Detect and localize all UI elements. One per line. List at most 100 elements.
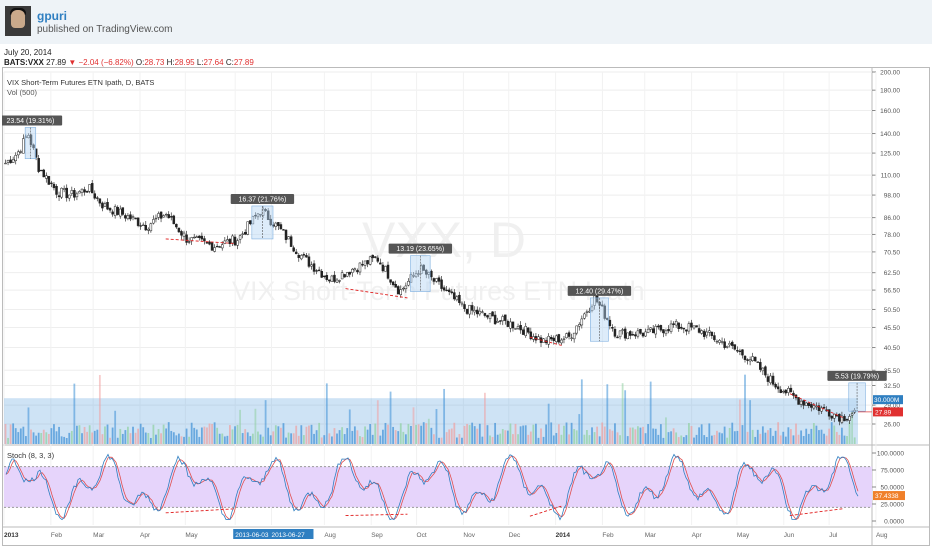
candle-body (391, 281, 395, 286)
volume-bar (157, 429, 160, 444)
candle-body (835, 415, 839, 417)
candle-body (430, 270, 433, 278)
candle-body (172, 215, 176, 225)
candle-body (850, 413, 854, 416)
candle-body (560, 339, 563, 344)
candle-body (187, 241, 191, 243)
candle-body (113, 206, 117, 216)
candle-body (93, 193, 97, 199)
volume-bar (466, 423, 468, 444)
candle-body (121, 207, 125, 215)
candle-body (759, 362, 762, 370)
candle-body (131, 216, 135, 218)
volume-bar (308, 425, 310, 444)
candle-body (154, 217, 158, 220)
volume-bar (346, 428, 349, 444)
candle-body (549, 336, 553, 340)
candle-body (269, 218, 272, 226)
candle-body (710, 331, 714, 336)
volume-bar (142, 427, 145, 444)
volume-bar (578, 414, 581, 444)
measure-label-bg (388, 243, 453, 254)
price-axis-label: 56.50 (884, 288, 901, 295)
volume-bar (484, 392, 486, 444)
candle-body (697, 328, 701, 333)
candle-body (141, 224, 145, 226)
volume-bar (478, 423, 481, 444)
measure-label-bg (827, 370, 887, 381)
volume-bar (272, 431, 275, 444)
avatar[interactable] (5, 6, 31, 36)
volume-bar (9, 424, 12, 444)
volume-bar (764, 432, 767, 444)
username-link[interactable]: gpuri (37, 9, 67, 23)
candle-body (254, 215, 257, 217)
candle-body (506, 320, 510, 327)
stoch-value-tag-text: 37.4338 (875, 493, 899, 500)
candle-body (440, 279, 443, 289)
volume-bar (203, 426, 206, 444)
volume-bar (476, 428, 479, 444)
volume-bar (277, 426, 280, 444)
candle-body (75, 193, 79, 198)
volume-bar (63, 436, 66, 444)
volume-bar (654, 428, 657, 444)
volume-bar (384, 422, 387, 444)
volume-bar (496, 434, 499, 444)
volume-bar (262, 436, 264, 444)
candle-body (60, 187, 63, 198)
volume-bar (818, 430, 820, 444)
volume-bar (851, 412, 854, 444)
candle-body (384, 266, 387, 272)
candle-body (567, 332, 571, 337)
candle-body (483, 313, 487, 316)
candle-body (175, 223, 178, 228)
candle-body (585, 311, 589, 313)
candle-body (782, 391, 785, 393)
volume-bar (17, 432, 20, 444)
candle-body (218, 246, 221, 248)
volume-bar (672, 428, 675, 444)
candle-body (287, 236, 290, 240)
candle-body (55, 185, 58, 195)
stoch-k-line (5, 453, 859, 521)
volume-bar (433, 434, 435, 444)
volume-bar (450, 428, 453, 444)
candle-body (848, 416, 851, 421)
volume-bar (127, 426, 129, 444)
volume-bar (68, 432, 71, 444)
candle-body (419, 265, 423, 274)
volume-bar (616, 432, 619, 444)
candle-body (797, 397, 800, 405)
volume-bar (593, 432, 596, 444)
candle-body (498, 320, 502, 322)
volume-bar (297, 435, 300, 444)
volume-bar (218, 433, 221, 444)
volume-bar (761, 426, 764, 444)
volume-bar (807, 433, 810, 444)
time-axis-label: Nov (463, 532, 475, 539)
volume-bar (565, 422, 568, 444)
volume-bar (455, 437, 458, 444)
candle-body (634, 334, 637, 337)
candle-body (629, 331, 632, 336)
candle-body (226, 239, 229, 242)
candle-body (583, 313, 586, 319)
volume-bar (608, 429, 611, 444)
candle-body (215, 245, 219, 248)
candle-body (45, 175, 48, 179)
candle-body (136, 217, 140, 226)
measure-label: 12.40 (29.47%) (575, 288, 623, 295)
volume-bar (848, 422, 851, 444)
candle-body (766, 376, 770, 382)
last-price-tag (873, 407, 903, 417)
volume-bar (639, 427, 642, 444)
volume-bar (634, 429, 637, 444)
candle-body (381, 264, 385, 272)
price-axis-label: 140.00 (880, 131, 900, 138)
volume-bar (216, 427, 219, 444)
volume-bar (662, 437, 665, 444)
volume-bar (504, 430, 507, 444)
candle-body (519, 325, 522, 331)
